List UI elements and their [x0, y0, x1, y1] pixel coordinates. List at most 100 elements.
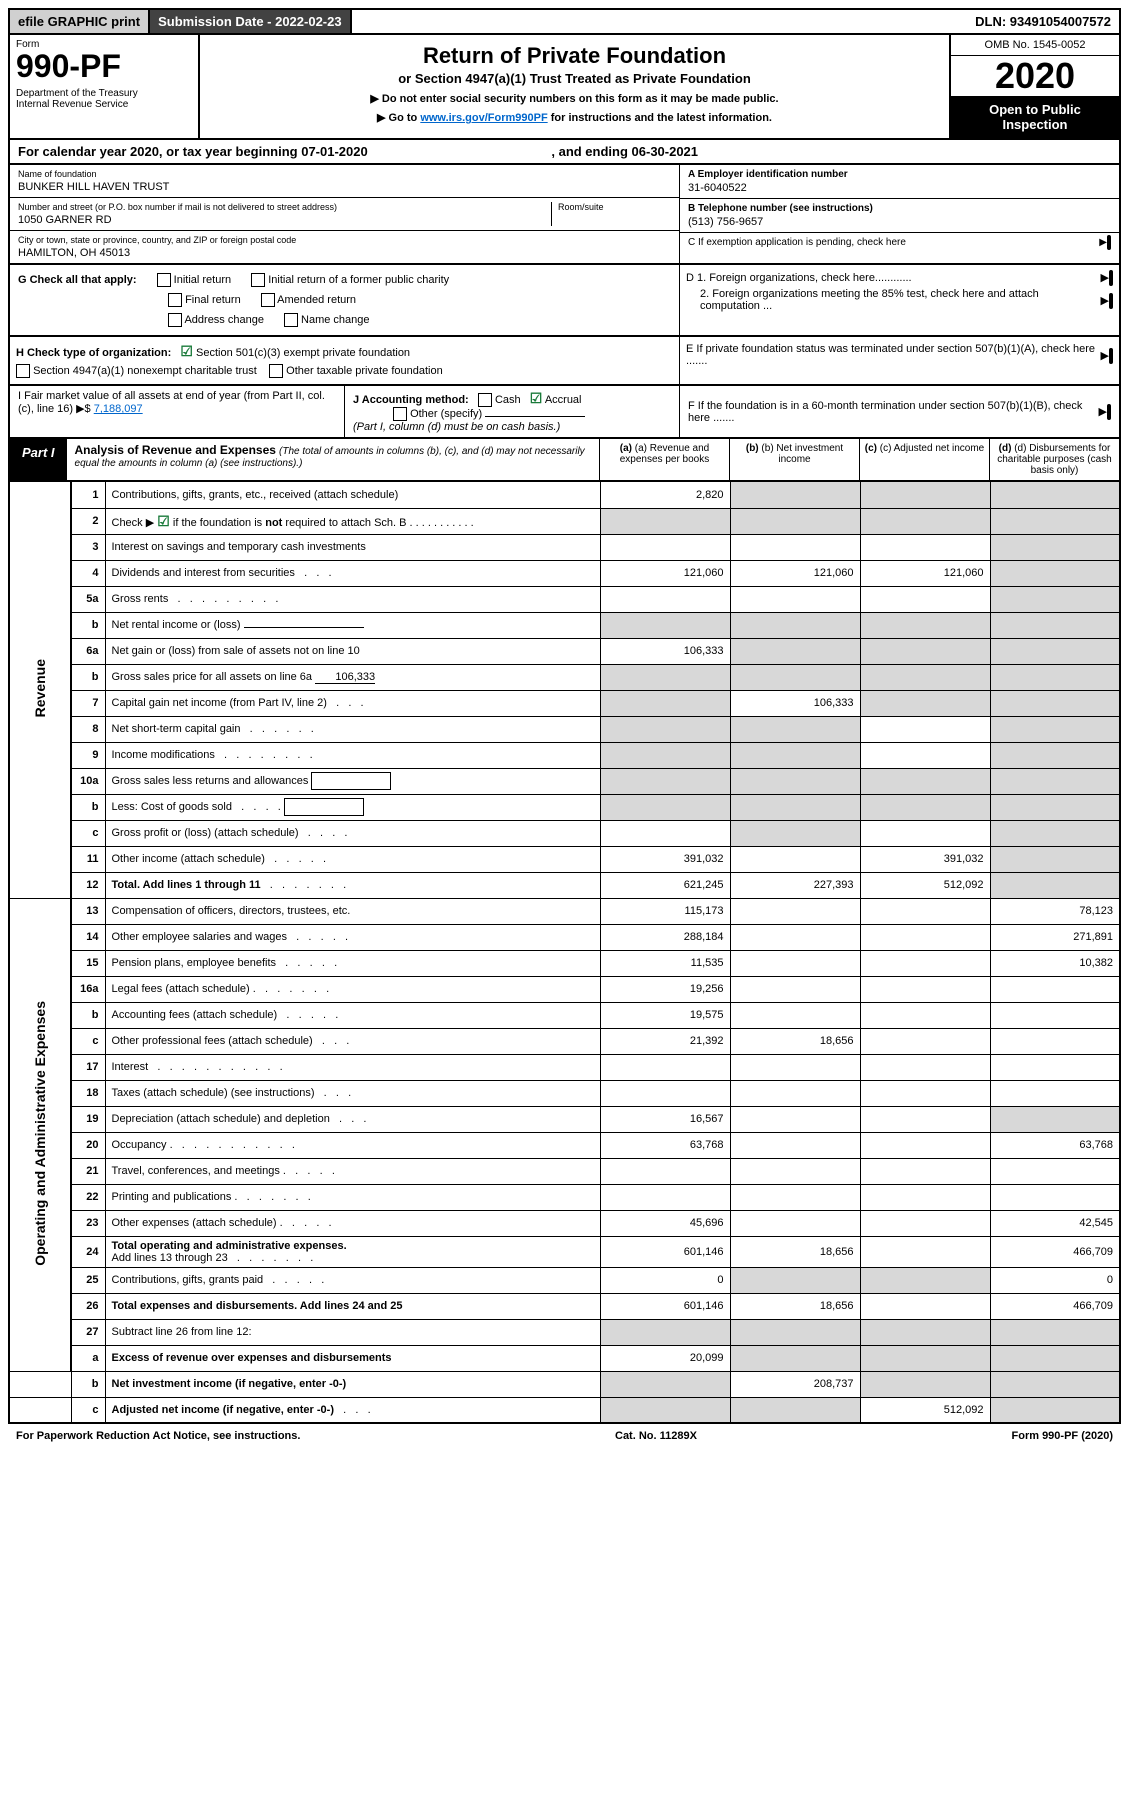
- table-row: 4Dividends and interest from securities …: [9, 560, 1120, 586]
- form-subtitle: or Section 4947(a)(1) Trust Treated as P…: [208, 71, 941, 86]
- instruction-2: ▶ Go to www.irs.gov/Form990PF for instru…: [208, 111, 941, 124]
- dln-label: DLN: 93491054007572: [967, 10, 1119, 33]
- footer-right: Form 990-PF (2020): [1012, 1430, 1114, 1442]
- j-accrual-check-icon: ☑: [530, 390, 543, 406]
- room-label: Room/suite: [558, 202, 671, 212]
- table-row: 5aGross rents . . . . . . . . .: [9, 586, 1120, 612]
- address-value: 1050 GARNER RD: [18, 214, 551, 226]
- d2-checkbox[interactable]: [1109, 293, 1113, 309]
- table-row: 22Printing and publications . . . . . . …: [9, 1184, 1120, 1210]
- table-row: 8Net short-term capital gain . . . . . .: [9, 716, 1120, 742]
- e-checkbox[interactable]: [1109, 348, 1113, 364]
- table-row: 19Depreciation (attach schedule) and dep…: [9, 1106, 1120, 1132]
- amended-return-checkbox[interactable]: [261, 293, 275, 307]
- initial-return-checkbox[interactable]: [157, 273, 171, 287]
- calendar-year-row: For calendar year 2020, or tax year begi…: [8, 140, 1121, 165]
- j-note: (Part I, column (d) must be on cash basi…: [353, 421, 671, 433]
- d1-label: D 1. Foreign organizations, check here..…: [686, 272, 912, 284]
- table-row: 23Other expenses (attach schedule) . . .…: [9, 1210, 1120, 1236]
- table-row: bNet investment income (if negative, ent…: [9, 1371, 1120, 1397]
- col-d-header: (d) (d) Disbursements for charitable pur…: [989, 439, 1119, 480]
- form-header: Form 990-PF Department of the Treasury I…: [8, 35, 1121, 140]
- revenue-side-label: Revenue: [32, 659, 48, 717]
- main-table: Revenue 1Contributions, gifts, grants, e…: [8, 482, 1121, 1424]
- address-change-checkbox[interactable]: [168, 313, 182, 327]
- j-label: J Accounting method:: [353, 394, 469, 406]
- table-row: cGross profit or (loss) (attach schedule…: [9, 820, 1120, 846]
- table-row: 12Total. Add lines 1 through 11 . . . . …: [9, 872, 1120, 898]
- assets-row: I Fair market value of all assets at end…: [8, 386, 1121, 439]
- c-checkbox[interactable]: [1107, 235, 1111, 250]
- h-other-checkbox[interactable]: [269, 364, 283, 378]
- table-row: bAccounting fees (attach schedule) . . .…: [9, 1002, 1120, 1028]
- table-row: 15Pension plans, employee benefits . . .…: [9, 950, 1120, 976]
- table-row: 21Travel, conferences, and meetings . . …: [9, 1158, 1120, 1184]
- g-label: G Check all that apply:: [18, 274, 137, 286]
- foundation-name: BUNKER HILL HAVEN TRUST: [18, 181, 671, 193]
- i-value: 7,188,097: [94, 403, 143, 415]
- address-label: Number and street (or P.O. box number if…: [18, 202, 551, 212]
- table-row: 27Subtract line 26 from line 12:: [9, 1319, 1120, 1345]
- col-c-header: (c) (c) Adjusted net income: [859, 439, 989, 480]
- table-row: 26Total expenses and disbursements. Add …: [9, 1293, 1120, 1319]
- d2-label: 2. Foreign organizations meeting the 85%…: [686, 288, 1101, 312]
- h-label: H Check type of organization:: [16, 347, 171, 359]
- table-row: bNet rental income or (loss): [9, 612, 1120, 638]
- name-label: Name of foundation: [18, 169, 671, 179]
- tel-value: (513) 756-9657: [688, 216, 1111, 228]
- d1-checkbox[interactable]: [1109, 270, 1113, 286]
- f-label: F If the foundation is in a 60-month ter…: [688, 400, 1099, 424]
- j-other-checkbox[interactable]: [393, 407, 407, 421]
- i-label: I Fair market value of all assets at end…: [18, 390, 325, 415]
- table-row: 3Interest on savings and temporary cash …: [9, 534, 1120, 560]
- table-row: 11Other income (attach schedule) . . . .…: [9, 846, 1120, 872]
- table-row: 10aGross sales less returns and allowanc…: [9, 768, 1120, 794]
- table-row: 7Capital gain net income (from Part IV, …: [9, 690, 1120, 716]
- table-row: 2Check ▶ ☑ if the foundation is not requ…: [9, 508, 1120, 534]
- footer-left: For Paperwork Reduction Act Notice, see …: [16, 1430, 300, 1442]
- city-label: City or town, state or province, country…: [18, 235, 671, 245]
- efile-button[interactable]: efile GRAPHIC print: [10, 10, 150, 33]
- form-link[interactable]: www.irs.gov/Form990PF: [420, 112, 547, 124]
- expenses-side-label: Operating and Administrative Expenses: [32, 1001, 48, 1266]
- table-row: bGross sales price for all assets on lin…: [9, 664, 1120, 690]
- table-row: 14Other employee salaries and wages . . …: [9, 924, 1120, 950]
- part1-header: Part I Analysis of Revenue and Expenses …: [8, 439, 1121, 482]
- table-row: 9Income modifications . . . . . . . .: [9, 742, 1120, 768]
- col-a-header: (a) (a) Revenue and expenses per books: [599, 439, 729, 480]
- table-row: cOther professional fees (attach schedul…: [9, 1028, 1120, 1054]
- omb-number: OMB No. 1545-0052: [951, 35, 1119, 56]
- h-4947-checkbox[interactable]: [16, 364, 30, 378]
- city-value: HAMILTON, OH 45013: [18, 247, 671, 259]
- initial-former-checkbox[interactable]: [251, 273, 265, 287]
- department-label: Department of the Treasury Internal Reve…: [16, 88, 192, 110]
- instruction-1: ▶ Do not enter social security numbers o…: [208, 92, 941, 105]
- name-change-checkbox[interactable]: [284, 313, 298, 327]
- table-row: 17Interest . . . . . . . . . . .: [9, 1054, 1120, 1080]
- form-number: 990-PF: [16, 50, 192, 82]
- table-row: 16aLegal fees (attach schedule) . . . . …: [9, 976, 1120, 1002]
- h-block: H Check type of organization: ☑ Section …: [8, 337, 1121, 386]
- submission-date: Submission Date - 2022-02-23: [150, 10, 352, 33]
- j-cash-checkbox[interactable]: [478, 393, 492, 407]
- part1-label: Part I: [10, 439, 67, 480]
- final-return-checkbox[interactable]: [168, 293, 182, 307]
- top-bar: efile GRAPHIC print Submission Date - 20…: [8, 8, 1121, 35]
- table-row: 6aNet gain or (loss) from sale of assets…: [9, 638, 1120, 664]
- table-row: 25Contributions, gifts, grants paid . . …: [9, 1267, 1120, 1293]
- part1-title: Analysis of Revenue and Expenses: [75, 443, 276, 457]
- ein-value: 31-6040522: [688, 182, 1111, 194]
- table-row: Operating and Administrative Expenses 13…: [9, 898, 1120, 924]
- footer-mid: Cat. No. 11289X: [615, 1430, 697, 1442]
- table-row: aExcess of revenue over expenses and dis…: [9, 1345, 1120, 1371]
- ein-label: A Employer identification number: [688, 169, 1111, 180]
- table-row: cAdjusted net income (if negative, enter…: [9, 1397, 1120, 1423]
- table-row: 18Taxes (attach schedule) (see instructi…: [9, 1080, 1120, 1106]
- table-row: Revenue 1Contributions, gifts, grants, e…: [9, 482, 1120, 508]
- table-row: 20Occupancy . . . . . . . . . . .63,7686…: [9, 1132, 1120, 1158]
- check-block: G Check all that apply: Initial return I…: [8, 265, 1121, 337]
- table-row: 24Total operating and administrative exp…: [9, 1236, 1120, 1267]
- f-checkbox[interactable]: [1107, 404, 1111, 420]
- tel-label: B Telephone number (see instructions): [688, 203, 1111, 214]
- info-block: Name of foundation BUNKER HILL HAVEN TRU…: [8, 165, 1121, 265]
